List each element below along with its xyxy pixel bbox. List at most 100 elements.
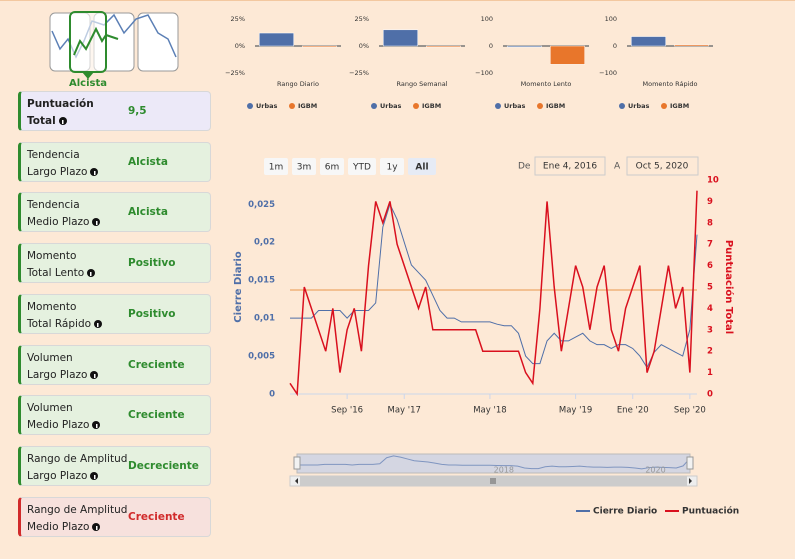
- card-label-line: Rango de Amplitud: [27, 503, 128, 516]
- range-button[interactable]: [408, 158, 436, 175]
- bar: [631, 36, 666, 47]
- bar: [426, 45, 461, 48]
- to-date[interactable]: Oct 5, 2020: [636, 162, 689, 172]
- info-icon: [90, 370, 99, 379]
- card-label-line: Rango de Amplitud: [27, 452, 128, 465]
- range-button-label[interactable]: YTD: [352, 163, 371, 173]
- x-tick-label: Sep '20: [674, 406, 706, 416]
- range-button-label[interactable]: 1m: [269, 163, 284, 173]
- legend-label: Urbas: [628, 102, 650, 110]
- card-label: Volumen Largo Plazo: [27, 350, 99, 384]
- info-icon: [87, 269, 96, 278]
- y-tick-label: −25%: [349, 69, 369, 77]
- card-value: Creciente: [128, 358, 185, 371]
- legend-label: Cierre Diario: [593, 507, 657, 517]
- range-button-label[interactable]: All: [415, 163, 428, 173]
- card-label-line: Total Rápido: [27, 317, 92, 330]
- bar: [550, 45, 585, 65]
- y2-tick-label: 6: [707, 261, 713, 271]
- series-line: [290, 202, 698, 369]
- status-card: Momento Total Lento Positivo: [18, 243, 211, 284]
- from-input[interactable]: [534, 156, 606, 176]
- y-tick-label: 25%: [355, 15, 369, 23]
- navigator-handle[interactable]: [686, 456, 694, 470]
- x-tick-label: May '18: [473, 406, 506, 416]
- card-label: Momento Total Rápido: [27, 299, 103, 333]
- from-date[interactable]: Ene 4, 2016: [543, 162, 597, 172]
- x-axis-label: Rango Diario: [277, 80, 319, 88]
- info-icon: [92, 421, 101, 430]
- navigator-label: 2020: [645, 466, 665, 475]
- card-value: Alcista: [128, 155, 168, 168]
- y2-tick-label: 8: [707, 218, 713, 228]
- y-tick-label: −100: [599, 69, 617, 77]
- status-card: Puntuación Total 9,5: [18, 91, 211, 131]
- card-label-line: Momento: [27, 250, 77, 263]
- scroll-arrow-right[interactable]: [689, 478, 692, 484]
- y-tick-label: 0,025: [248, 200, 275, 210]
- range-button[interactable]: [380, 158, 404, 175]
- y-tick-label: 0,015: [248, 276, 275, 286]
- legend-symbol: [537, 103, 543, 109]
- x-tick-label: May '17: [388, 406, 421, 416]
- bar: [507, 45, 542, 48]
- bar: [302, 45, 337, 48]
- x-tick-label: May '19: [559, 406, 592, 416]
- card-label: Tendencia Medio Plazo: [27, 197, 101, 231]
- y2-axis-title: Puntuación Total: [723, 240, 735, 334]
- y2-tick-label: 10: [707, 176, 719, 186]
- x-axis-label: Rango Semanal: [397, 80, 448, 88]
- icon-label: Alcista: [69, 78, 107, 89]
- legend-symbol: [247, 103, 253, 109]
- legend-label: IGBM: [422, 102, 441, 110]
- to-input[interactable]: [626, 156, 699, 176]
- card-label-line: Momento: [27, 300, 77, 313]
- to-label: A: [614, 162, 621, 172]
- scroll-arrow-left[interactable]: [295, 478, 298, 484]
- range-button[interactable]: [292, 158, 316, 175]
- y-tick-label: 0: [269, 390, 275, 400]
- legend-symbol: [495, 103, 501, 109]
- range-button-label[interactable]: 1y: [386, 163, 398, 173]
- card-value: Decreciente: [128, 459, 199, 472]
- x-axis-label: Momento Rápido: [642, 80, 697, 88]
- y2-tick-label: 1: [707, 368, 713, 378]
- range-button[interactable]: [320, 158, 344, 175]
- legend-label: IGBM: [298, 102, 317, 110]
- legend-label: IGBM: [670, 102, 689, 110]
- navigator-handle[interactable]: [293, 456, 301, 470]
- bar: [259, 32, 294, 47]
- range-button[interactable]: [348, 158, 376, 175]
- y-tick-label: 0,005: [248, 352, 275, 362]
- card-label-line: Largo Plazo: [27, 368, 88, 381]
- card-label: Puntuación Total: [27, 96, 94, 130]
- range-button[interactable]: [264, 158, 288, 175]
- card-label-line: Puntuación: [27, 98, 94, 110]
- bar: [674, 44, 709, 47]
- card-label-line: Volumen: [27, 351, 73, 364]
- range-button-label[interactable]: 3m: [297, 163, 312, 173]
- status-card: Tendencia Medio Plazo Alcista: [18, 192, 211, 233]
- y-tick-label: 0%: [235, 42, 245, 50]
- y-tick-label: 0: [613, 42, 617, 50]
- series-line: [289, 190, 698, 397]
- legend-symbol: [371, 103, 377, 109]
- bar: [383, 29, 418, 47]
- scrollbar-thumb[interactable]: [300, 476, 687, 486]
- card-label: Rango de Amplitud Medio Plazo: [27, 502, 127, 536]
- card-label: Momento Total Lento: [27, 248, 96, 282]
- info-icon: [58, 117, 67, 125]
- range-button-label[interactable]: 6m: [325, 163, 340, 173]
- status-card: Tendencia Largo Plazo Alcista: [18, 141, 211, 182]
- card-label-line: Volumen: [27, 402, 73, 415]
- x-tick-label: Ene '20: [617, 406, 649, 416]
- legend-symbol: [619, 103, 625, 109]
- navigator-line: [297, 455, 691, 470]
- y2-tick-label: 0: [707, 390, 713, 400]
- card-value: Positivo: [128, 307, 176, 320]
- card-label-line: Largo Plazo: [27, 165, 88, 178]
- y2-tick-label: 9: [707, 197, 713, 207]
- y2-tick-label: 2: [707, 347, 713, 357]
